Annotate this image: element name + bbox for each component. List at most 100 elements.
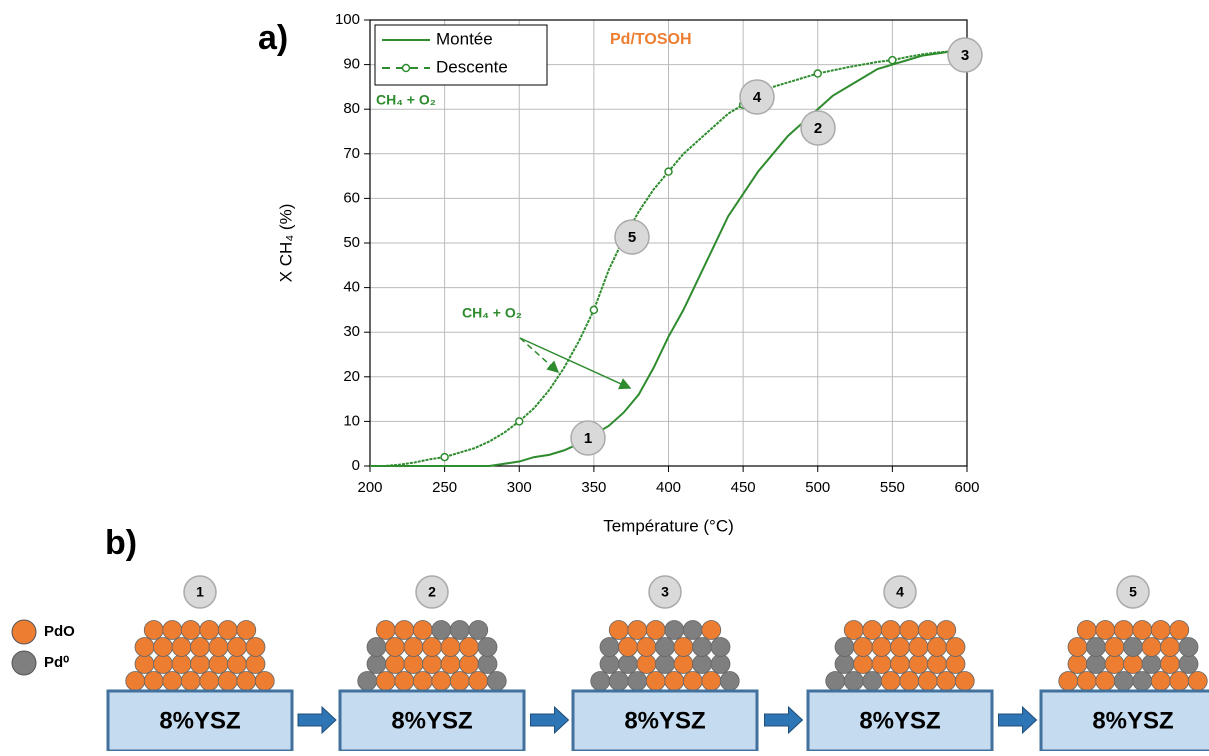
particle	[862, 671, 883, 691]
particle	[719, 671, 740, 691]
y-tick-label: 30	[343, 323, 360, 340]
y-tick-label: 60	[343, 189, 360, 206]
point	[440, 452, 449, 462]
x-tick-label: 350	[581, 479, 606, 496]
y-tick-label: 0	[352, 457, 360, 474]
particle	[199, 620, 220, 640]
particle	[385, 637, 405, 657]
particle	[134, 637, 155, 657]
particle	[477, 637, 498, 657]
point-badge	[947, 37, 983, 73]
panel-label: b)	[105, 524, 137, 562]
particle	[692, 637, 712, 657]
legend-label: Pd⁰	[44, 654, 69, 671]
particle	[1058, 671, 1079, 691]
particle	[927, 654, 947, 674]
particle	[917, 620, 938, 640]
particle	[862, 620, 883, 640]
annotation: Pd/TOSOH	[610, 31, 692, 48]
point	[515, 417, 524, 426]
particle	[486, 671, 507, 691]
line	[370, 50, 953, 467]
particle	[440, 637, 461, 657]
particle	[180, 671, 201, 691]
particle	[599, 654, 620, 674]
particle	[375, 620, 396, 640]
particle	[217, 671, 238, 691]
panel-label: a)	[258, 19, 288, 57]
particle	[692, 654, 712, 674]
particle	[1113, 620, 1134, 640]
point-label: 5	[628, 229, 636, 246]
particle	[945, 637, 966, 657]
particle	[945, 654, 966, 674]
point-label: 1	[584, 430, 592, 447]
particle	[468, 671, 489, 691]
y-tick-label: 40	[343, 279, 360, 296]
particle	[153, 654, 173, 674]
stage-label: 2	[428, 584, 436, 600]
stage-arrow	[998, 705, 1038, 735]
x-tick-label: 200	[357, 479, 382, 496]
legend-marker	[401, 63, 411, 73]
y-tick-label: 20	[343, 368, 360, 385]
particle	[880, 671, 901, 691]
particle	[825, 671, 846, 691]
particle	[936, 671, 957, 691]
x-axis-label: Température (°C)	[603, 516, 734, 535]
stage-label: 4	[896, 584, 904, 600]
particle	[655, 654, 675, 674]
arrow	[519, 337, 632, 390]
particle	[1076, 620, 1097, 640]
diagram: PdO Pd⁰ 1 8%YSZ 2 8%YSZ 3 8%YSZ 4 8%YSZ 5 8%YSZ	[11, 575, 1209, 753]
particle	[153, 637, 173, 657]
particle	[599, 637, 620, 657]
particle	[627, 620, 648, 640]
x-tick-label: 250	[432, 479, 457, 496]
particle	[236, 671, 257, 691]
particle	[459, 637, 479, 657]
support-label: 8%YSZ	[159, 707, 240, 734]
point-badge	[614, 219, 650, 255]
legend-label: Montée	[436, 29, 493, 48]
particle	[927, 637, 947, 657]
support-box	[1039, 689, 1209, 753]
particle	[431, 671, 452, 691]
particle	[682, 671, 703, 691]
particle	[1086, 654, 1106, 674]
particle	[1169, 620, 1190, 640]
particle	[143, 620, 164, 640]
legend-label: PdO	[44, 623, 75, 640]
particle	[908, 654, 929, 674]
arrow	[519, 337, 560, 374]
particle	[394, 620, 415, 640]
support-box	[338, 689, 526, 753]
particle	[834, 654, 855, 674]
point-badge	[570, 420, 606, 456]
particle	[618, 654, 638, 674]
particle	[366, 637, 387, 657]
legend-swatch	[11, 619, 37, 645]
particle	[899, 620, 920, 640]
particle	[125, 671, 146, 691]
particle	[1178, 654, 1199, 674]
particle	[162, 620, 183, 640]
particle	[1076, 671, 1097, 691]
particle	[871, 637, 892, 657]
stage-arrow	[764, 705, 804, 735]
particle	[590, 671, 611, 691]
particle	[608, 671, 629, 691]
y-tick-label: 70	[343, 145, 360, 162]
particle	[1067, 654, 1088, 674]
point-label: 2	[814, 120, 822, 137]
particle	[422, 654, 442, 674]
particle	[468, 620, 489, 640]
particle	[608, 620, 629, 640]
particle	[385, 654, 405, 674]
stage-badge	[1116, 575, 1150, 609]
particle	[880, 620, 901, 640]
x-tick-label: 400	[656, 479, 681, 496]
particle	[954, 671, 975, 691]
y-axis-label: X CH₄ (%)	[276, 204, 295, 283]
particle	[199, 671, 220, 691]
